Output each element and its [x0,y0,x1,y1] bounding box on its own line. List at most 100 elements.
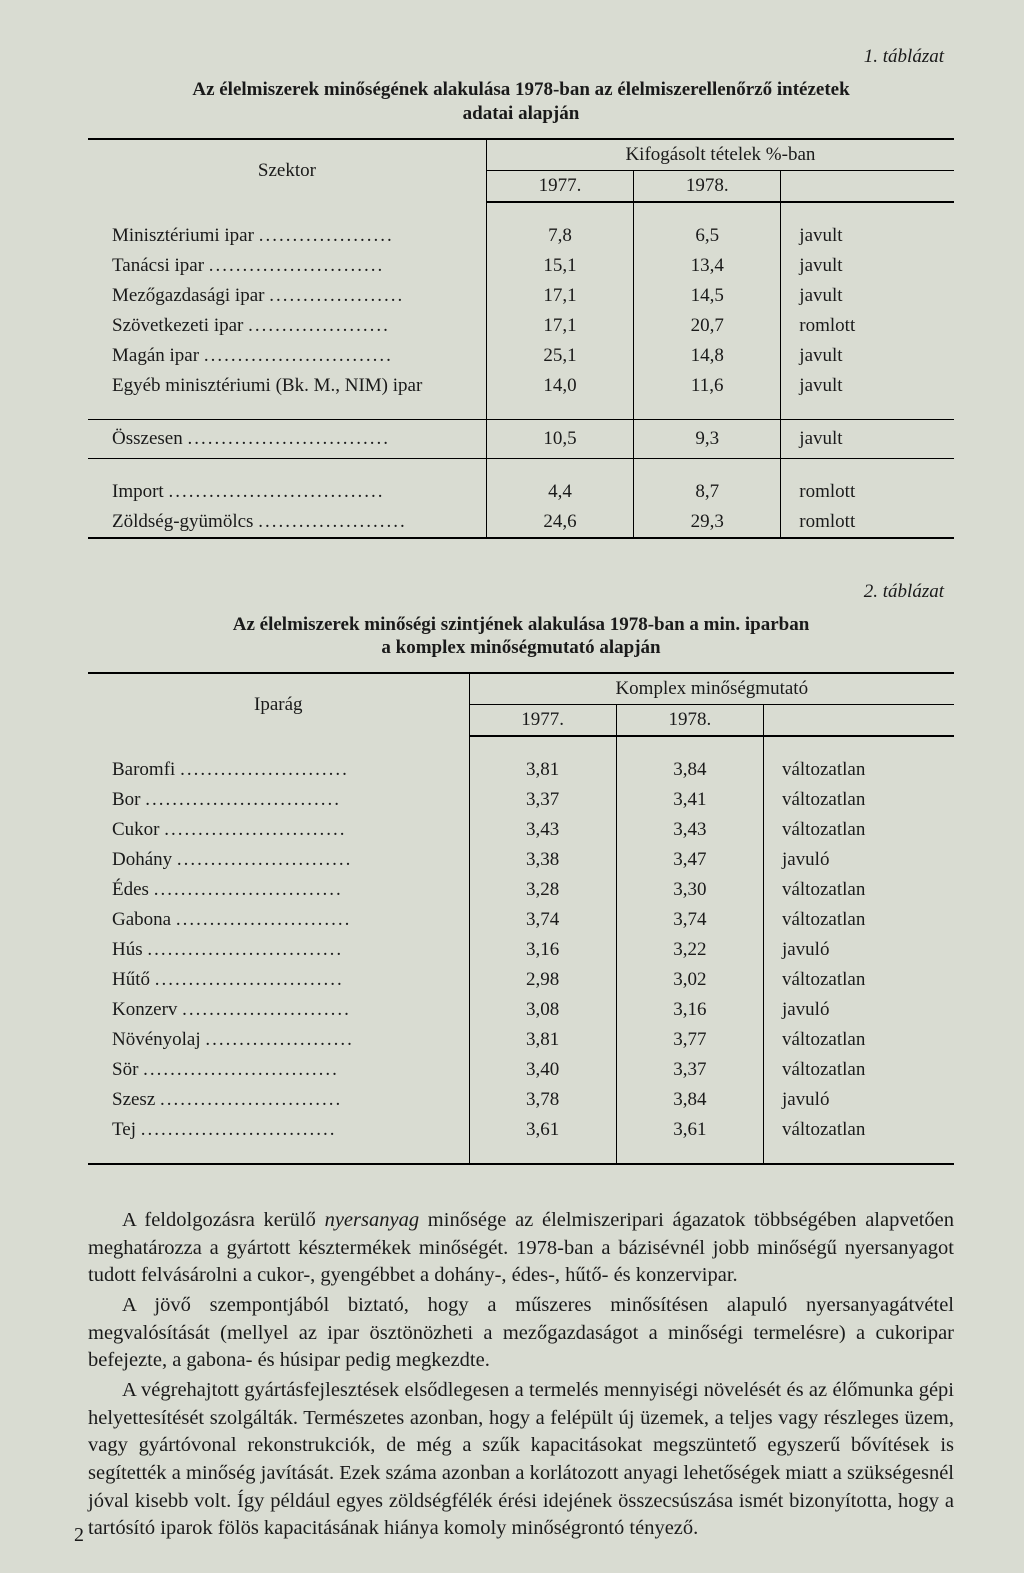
page: 1. táblázat Az élelmiszerek minőségének … [0,0,1024,1573]
table2-head-trend [763,705,954,737]
row-trend: javuló [763,1085,954,1115]
row-name: Egyéb minisztériumi (Bk. M., NIM) ipar [88,371,486,401]
table2-title: Az élelmiszerek minőségi szintjének alak… [141,613,901,661]
table-row-total: Összesen ..............................1… [88,419,954,458]
table-row: Konzerv .........................3,083,1… [88,995,954,1025]
row-1978: 3,47 [616,845,763,875]
table1-head-1978: 1978. [634,170,781,202]
table-row: Egyéb minisztériumi (Bk. M., NIM) ipar 1… [88,371,954,401]
table2-title-line1: Az élelmiszerek minőségi szintjének alak… [233,614,810,635]
row-trend: változatlan [763,815,954,845]
table-row: Tej .............................3,613,6… [88,1115,954,1145]
row-1978: 3,16 [616,995,763,1025]
row-name: Tej ............................. [88,1115,469,1145]
row-1977: 3,28 [469,875,616,905]
row-trend: javuló [763,995,954,1025]
row-name: Gabona .......................... [88,905,469,935]
row-1978: 3,84 [616,1085,763,1115]
row-name: Hús ............................. [88,935,469,965]
row-1977: 3,40 [469,1055,616,1085]
row-name: Tanácsi ipar .......................... [88,251,486,281]
row-1977: 2,98 [469,965,616,995]
row-1978: 3,43 [616,815,763,845]
row-1977: 3,81 [469,1025,616,1055]
row-1978: 14,5 [634,281,781,311]
table-row: Magán ipar ............................2… [88,341,954,371]
table-row: Növényolaj ......................3,813,7… [88,1025,954,1055]
p1-italic: nyersanyag [325,1209,420,1231]
row-trend: változatlan [763,1055,954,1085]
row-name: Szövetkezeti ipar ..................... [88,311,486,341]
table1-label: 1. táblázat [88,46,944,68]
row-1977: 3,43 [469,815,616,845]
table2-col-iparag: Iparág [88,673,469,736]
table1-span-head: Kifogásolt tételek %-ban [486,139,954,171]
table-row: Cukor ...........................3,433,4… [88,815,954,845]
table1-title-line2: adatai alapján [463,103,580,124]
table2-title-line2: a komplex minőségmutató alapján [381,637,660,658]
table-row: Mezőgazdasági ipar ....................1… [88,281,954,311]
row-trend: változatlan [763,875,954,905]
row-1977: 25,1 [486,341,633,371]
row-trend: változatlan [763,965,954,995]
row-trend: változatlan [763,1115,954,1145]
table-row: Sör .............................3,403,3… [88,1055,954,1085]
table1: Szektor Kifogásolt tételek %-ban 1977. 1… [88,138,954,539]
row-name: Cukor ........................... [88,815,469,845]
table-row: Import ................................4… [88,477,954,507]
row-1978: 3,37 [616,1055,763,1085]
p1-a: A feldolgozásra kerülő [122,1209,325,1231]
row-name: Hűtő ............................ [88,965,469,995]
table2-head-1978: 1978. [616,705,763,737]
row-trend: változatlan [763,1025,954,1055]
table-row: Hús .............................3,163,2… [88,935,954,965]
row-name: Konzerv ......................... [88,995,469,1025]
row-1978: 3,74 [616,905,763,935]
row-trend: javult [781,281,954,311]
row-name: Dohány .......................... [88,845,469,875]
row-1978: 6,5 [634,221,781,251]
row-1977: 17,1 [486,311,633,341]
row-trend: romlott [781,311,954,341]
row-trend: változatlan [763,905,954,935]
table1-col-szektor: Szektor [88,139,486,202]
row-1978: 3,02 [616,965,763,995]
row-1977: 3,16 [469,935,616,965]
table-row: Minisztériumi ipar ....................7… [88,221,954,251]
table2-label: 2. táblázat [88,581,944,603]
table1-head-1977: 1977. [486,170,633,202]
paragraph-2: A jövő szempontjából biztató, hogy a műs… [88,1292,954,1375]
table-row: Szövetkezeti ipar .....................1… [88,311,954,341]
table2-span-head: Komplex minőségmutató [469,673,954,705]
row-1977: 3,74 [469,905,616,935]
row-name: Sör ............................. [88,1055,469,1085]
row-1977: 17,1 [486,281,633,311]
row-1978: 13,4 [634,251,781,281]
table2: Iparág Komplex minőségmutató 1977. 1978.… [88,672,954,1165]
row-name: Bor ............................. [88,785,469,815]
table2-head-1977: 1977. [469,705,616,737]
row-1977: 3,38 [469,845,616,875]
paragraph-3: A végrehajtott gyártásfejlesztések elsőd… [88,1377,954,1543]
row-name: Magán ipar ............................ [88,341,486,371]
row-name: Édes ............................ [88,875,469,905]
row-1977: 14,0 [486,371,633,401]
table-row: Édes ............................3,283,3… [88,875,954,905]
row-1977: 3,61 [469,1115,616,1145]
row-name: Mezőgazdasági ipar .................... [88,281,486,311]
row-1977: 7,8 [486,221,633,251]
row-name: Szesz ........................... [88,1085,469,1115]
row-1978: 3,84 [616,755,763,785]
paragraph-1: A feldolgozásra kerülő nyersanyag minősé… [88,1207,954,1290]
body-text: A feldolgozásra kerülő nyersanyag minősé… [88,1207,954,1543]
row-1978: 3,61 [616,1115,763,1145]
row-1978: 14,8 [634,341,781,371]
table-row: Szesz ...........................3,783,8… [88,1085,954,1115]
table1-head-trend [781,170,954,202]
row-1978: 3,41 [616,785,763,815]
row-1977: 3,81 [469,755,616,785]
row-trend: javult [781,251,954,281]
row-trend: javult [781,341,954,371]
row-1977: 15,1 [486,251,633,281]
table-row: Zöldség-gyümölcs ......................2… [88,507,954,538]
